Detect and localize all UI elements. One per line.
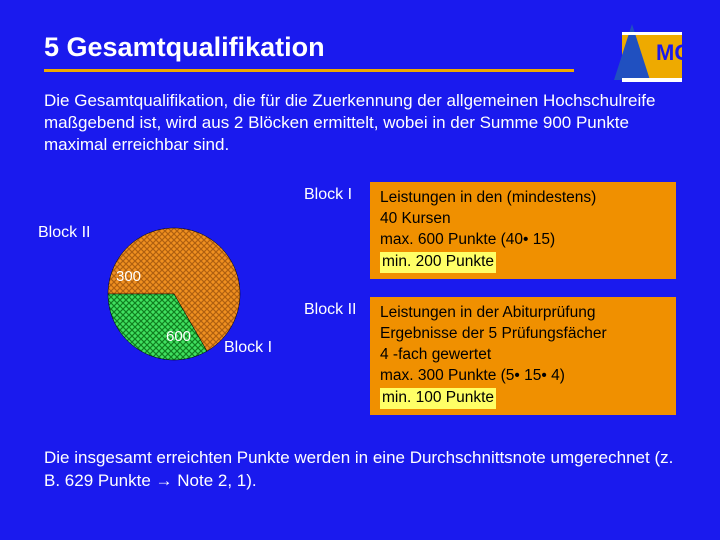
block-row: Block II Leistungen in der Abiturprüfung… [304,297,676,415]
block-line: Leistungen in den (mindestens) [380,189,596,206]
title-underline [44,69,574,72]
pie-value-600: 600 [166,328,191,345]
block-highlight: min. 100 Punkte [380,388,496,409]
pie-value-300: 300 [116,268,141,285]
svg-text:MG: MG [656,40,690,65]
block-line: 40 Kursen [380,210,451,227]
block-name: Block I [304,182,370,204]
block-highlight: min. 200 Punkte [380,252,496,273]
intro-text: Die Gesamtqualifikation, die für die Zue… [44,90,664,156]
pie-label-block2: Block II [38,224,90,242]
block-box: Leistungen in der Abiturprüfung Ergebnis… [370,297,676,415]
block-line: Leistungen in der Abiturprüfung [380,304,595,321]
block-line: Ergebnisse der 5 Prüfungsfächer [380,325,607,342]
page-title: 5 Gesamtqualifikation [44,32,676,63]
lmg-logo: MG [614,22,690,86]
outro-text: Die insgesamt erreichten Punkte werden i… [44,447,676,493]
block-line: 4 -fach gewertet [380,346,491,363]
blocks-description: Block I Leistungen in den (mindestens) 4… [304,174,676,432]
block-name: Block II [304,297,370,319]
block-box: Leistungen in den (mindestens) 40 Kursen… [370,182,676,279]
block-line: max. 300 Punkte (5• 15• 4) [380,367,565,384]
pie-label-block1: Block I [224,339,272,357]
block-row: Block I Leistungen in den (mindestens) 4… [304,182,676,279]
block-line: max. 600 Punkte (40• 15) [380,231,555,248]
pie-chart: Block II [44,174,294,394]
